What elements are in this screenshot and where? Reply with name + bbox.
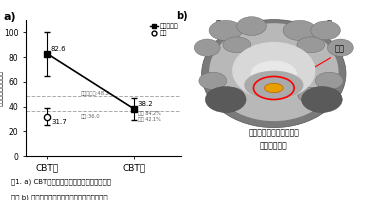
Y-axis label: 社交不安症の重症度: 社交不安症の重症度 xyxy=(0,70,2,106)
Legend: 社交不安症, 健常: 社交不安症, 健常 xyxy=(150,23,178,36)
Text: 左: 左 xyxy=(216,19,221,28)
Text: b) 社交不安症状の改善量と関連する脳領域: b) 社交不安症状の改善量と関連する脳領域 xyxy=(11,194,108,200)
Ellipse shape xyxy=(283,20,316,40)
Text: 応答 84.2%: 応答 84.2% xyxy=(138,111,161,116)
Text: 31.7: 31.7 xyxy=(51,119,67,125)
Ellipse shape xyxy=(202,20,346,128)
Ellipse shape xyxy=(218,87,244,103)
Text: 寛解 42.1%: 寛解 42.1% xyxy=(138,117,161,122)
Ellipse shape xyxy=(311,21,340,40)
Ellipse shape xyxy=(232,42,315,100)
Text: 視床: 視床 xyxy=(335,44,345,53)
Text: 図1. a) CBTによる社交不安症の重症度の改善: 図1. a) CBTによる社交不安症の重症度の改善 xyxy=(11,178,111,185)
Text: 38.2: 38.2 xyxy=(137,101,153,107)
Ellipse shape xyxy=(327,39,353,56)
Ellipse shape xyxy=(297,37,325,53)
Ellipse shape xyxy=(199,72,226,89)
Text: 関連する領域: 関連する領域 xyxy=(260,141,288,150)
Ellipse shape xyxy=(315,72,343,89)
Ellipse shape xyxy=(209,20,242,40)
Ellipse shape xyxy=(251,61,297,87)
Ellipse shape xyxy=(302,87,342,112)
Ellipse shape xyxy=(194,39,220,56)
Ellipse shape xyxy=(265,83,283,93)
Text: カットオフ:48.2: カットオフ:48.2 xyxy=(80,91,110,96)
Text: 82.6: 82.6 xyxy=(51,46,67,52)
Text: 社交不安症状の改善量と: 社交不安症状の改善量と xyxy=(248,128,299,137)
Ellipse shape xyxy=(223,37,251,53)
Text: 右: 右 xyxy=(327,19,332,28)
Text: a): a) xyxy=(4,12,16,22)
Text: 健常:36.0: 健常:36.0 xyxy=(80,114,100,119)
Ellipse shape xyxy=(205,87,246,112)
Ellipse shape xyxy=(298,87,324,103)
Ellipse shape xyxy=(237,17,266,35)
Ellipse shape xyxy=(244,71,303,100)
Ellipse shape xyxy=(209,23,339,121)
Text: b): b) xyxy=(176,11,187,21)
